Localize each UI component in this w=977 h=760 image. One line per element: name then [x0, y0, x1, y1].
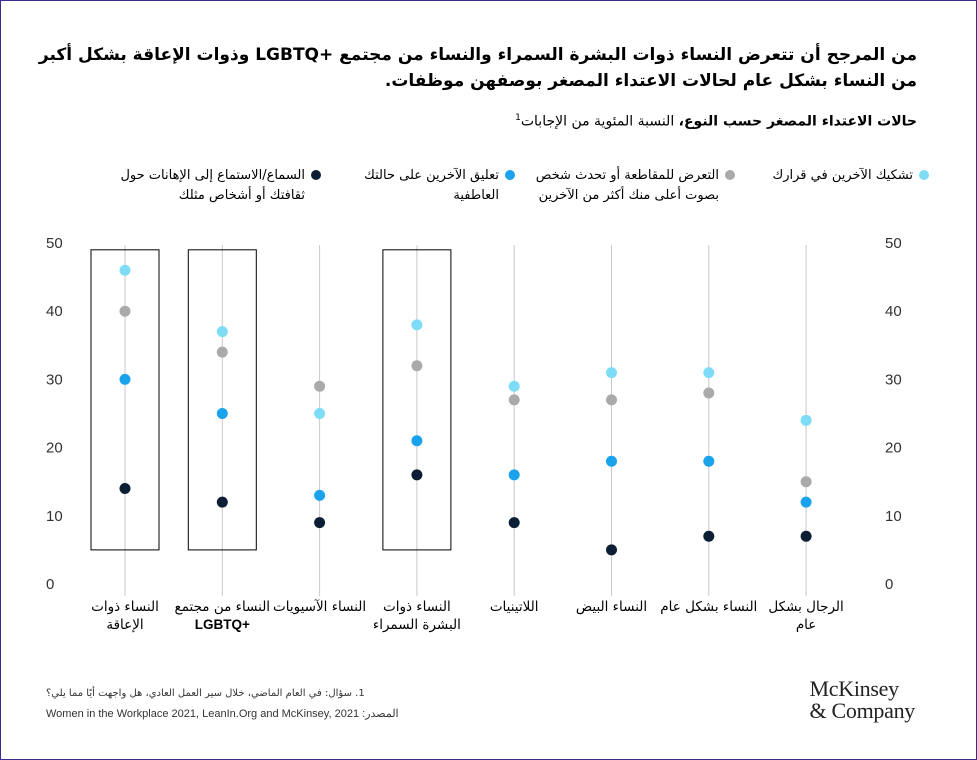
mckinsey-logo: McKinsey & Company — [809, 676, 916, 723]
highlight-box — [382, 249, 452, 551]
data-point — [119, 264, 131, 276]
highlight-box — [90, 249, 160, 551]
data-point — [119, 373, 131, 385]
category-label: النساء ذوات الإعاقة — [75, 598, 175, 634]
data-point — [508, 394, 520, 406]
footnote: 1. سؤال: في العام الماضي، خلال سير العمل… — [46, 688, 365, 699]
category-label: النساء الآسيويات — [270, 598, 370, 616]
y-tick-label-left: 20 — [46, 440, 63, 457]
category-label: النساء من مجتمع LGBTQ+ — [172, 598, 272, 634]
data-point — [411, 469, 423, 481]
data-point — [216, 408, 228, 419]
data-point — [411, 360, 423, 372]
data-point — [314, 380, 326, 392]
legend-label: السماع/الاستماع إلى الإهانات حول ثقافتك … — [120, 168, 305, 203]
category-label-text: النساء البيض — [575, 599, 648, 615]
category-label-text: النساء بشكل عام — [660, 599, 758, 615]
data-point — [411, 435, 423, 447]
y-tick-label-right: 40 — [885, 303, 902, 320]
category-label-text: النساء من مجتمع — [174, 599, 271, 615]
y-tick-label-left: 0 — [46, 576, 54, 593]
source-line: Women in the Workplace 2021, LeanIn.Org … — [46, 707, 399, 720]
highlight-box — [187, 249, 257, 551]
data-point — [800, 530, 812, 542]
y-tick-label-right: 20 — [885, 440, 902, 457]
data-point — [703, 367, 715, 379]
source-label: :المصدر — [362, 708, 399, 720]
data-point — [800, 476, 812, 488]
data-point — [508, 469, 520, 481]
data-point — [800, 414, 812, 426]
legend-swatch-blue — [505, 170, 515, 180]
category-label: الرجال بشكل عام — [756, 598, 856, 634]
data-point — [216, 496, 228, 508]
chart-title: من المرجح أن تتعرض النساء ذوات البشرة ال… — [38, 45, 917, 91]
data-point — [703, 530, 715, 542]
logo-line-2: & Company — [809, 698, 916, 723]
legend-swatch-light-blue — [919, 170, 929, 180]
data-point — [606, 394, 617, 406]
data-point — [314, 408, 326, 419]
legend-item-insults: السماع/الاستماع إلى الإهانات حول ثقافتك … — [85, 166, 321, 206]
data-point — [411, 319, 423, 331]
y-tick-label-left: 10 — [46, 508, 63, 525]
legend-label: تعليق الآخرين على حالتك العاطفية — [364, 168, 499, 203]
category-label-text: النساء ذوات البشرة السمراء — [372, 599, 461, 633]
logo-line-1: McKinsey — [809, 676, 900, 701]
data-point — [216, 346, 228, 358]
legend-swatch-navy — [311, 170, 321, 180]
legend-label: التعرض للمقاطعة أو تحدث شخص بصوت أعلى من… — [535, 168, 719, 203]
subtitle-footnote-mark: 1 — [515, 113, 521, 123]
data-point — [800, 496, 812, 508]
legend-item-interrupted: التعرض للمقاطعة أو تحدث شخص بصوت أعلى من… — [509, 166, 735, 206]
category-label: النساء البيض — [562, 598, 662, 616]
data-point — [606, 544, 617, 556]
category-label: النساء ذوات البشرة السمراء — [367, 598, 467, 634]
data-point — [606, 455, 617, 467]
data-point — [508, 517, 520, 529]
y-tick-label-left: 50 — [46, 235, 63, 252]
category-label-text: الرجال بشكل عام — [768, 599, 844, 633]
y-tick-label-right: 30 — [885, 371, 902, 388]
legend-label: تشكيك الآخرين في قرارك — [772, 168, 913, 183]
legend-item-questioning: تشكيك الآخرين في قرارك — [763, 166, 929, 186]
y-tick-label-right: 10 — [885, 508, 902, 525]
source-text: Women in the Workplace 2021, LeanIn.Org … — [46, 708, 360, 720]
data-point — [606, 367, 617, 379]
data-point — [314, 489, 326, 501]
legend-swatch-gray — [725, 170, 735, 180]
category-label-text: النساء الآسيويات — [273, 599, 367, 615]
data-point — [314, 517, 326, 529]
category-label: اللاتينيات — [464, 598, 564, 616]
subtitle-bold: حالات الاعتداء المصغر حسب النوع، — [678, 113, 917, 130]
y-tick-label-left: 30 — [46, 371, 63, 388]
data-point — [508, 380, 520, 392]
data-point — [119, 305, 131, 317]
subtitle-rest: النسبة المئوية من الإجابات — [520, 113, 679, 130]
data-point — [703, 387, 715, 399]
data-point — [216, 326, 228, 338]
category-label-text: اللاتينيات — [489, 599, 539, 615]
data-point — [119, 483, 131, 495]
category-label-text: النساء ذوات الإعاقة — [91, 599, 159, 633]
category-label: النساء بشكل عام — [659, 598, 759, 616]
y-tick-label-left: 40 — [46, 303, 63, 320]
y-tick-label-right: 0 — [885, 576, 893, 593]
chart-subtitle: حالات الاعتداء المصغر حسب النوع، النسبة … — [515, 113, 917, 130]
data-point — [703, 455, 715, 467]
legend-item-emotional: تعليق الآخرين على حالتك العاطفية — [339, 166, 515, 206]
y-tick-label-right: 50 — [885, 235, 902, 252]
category-label-latin: LGBTQ+ — [194, 617, 250, 632]
